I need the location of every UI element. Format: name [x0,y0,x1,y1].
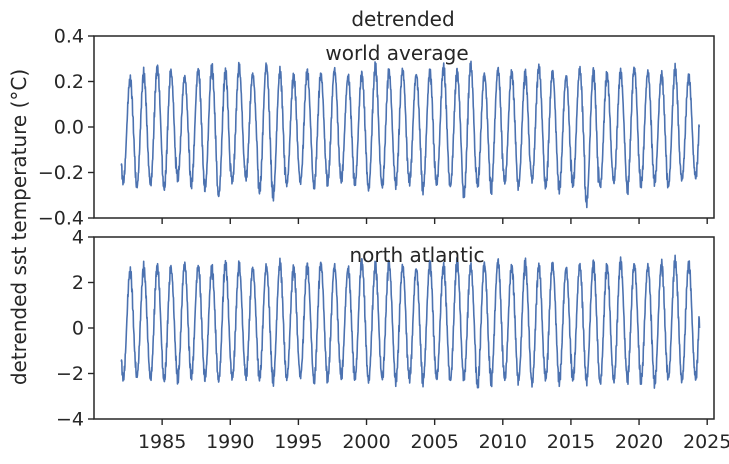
subplot-world-average: −0.4 −0.2 0.0 0.2 0.4 world average [38,26,715,230]
subplot-north-atlantic: −4 −2 0 2 4 1985 1990 1995 2000 2005 2010 2015 2020 2… [56,227,729,454]
world-average-ytick-label: −0.2 [38,162,84,184]
north-atlantic-xtick-label: 2005 [410,431,458,453]
north-atlantic-axes-frame [93,236,715,420]
north-atlantic-ytick-label: 0 [72,318,84,340]
world-average-series-line [120,60,701,209]
world-average-axes-frame [93,35,715,219]
world-average-ytick-label: 0.0 [54,117,84,139]
world-average-ytick-label: 0.4 [54,26,84,48]
world-average-line-group [120,60,701,209]
north-atlantic-ticks: −4 −2 0 2 4 1985 1990 1995 2000 2005 2010 2015 2020 2… [56,227,729,454]
figure-suptitle: detrended [351,7,454,31]
north-atlantic-xtick-label: 2010 [479,431,527,453]
north-atlantic-ytick-label: −2 [56,363,84,385]
north-atlantic-ytick-label: 2 [72,272,84,294]
north-atlantic-xtick-label: 2015 [547,431,595,453]
world-average-annotation: world average [325,41,468,65]
north-atlantic-annotation: north atlantic [350,243,485,267]
north-atlantic-ytick-label: −4 [56,409,84,431]
figure-ylabel: detrended sst temperature (°C) [7,69,31,385]
north-atlantic-xtick-label: 2000 [342,431,390,453]
north-atlantic-xtick-label: 1990 [206,431,254,453]
world-average-ytick-label: 0.2 [54,71,84,93]
north-atlantic-xtick-label: 1985 [138,431,186,453]
world-average-ytick-label: −0.4 [38,208,84,230]
north-atlantic-line-group [120,254,701,389]
north-atlantic-xtick-label: 2020 [615,431,663,453]
north-atlantic-xtick-label: 1995 [274,431,322,453]
north-atlantic-series-line [120,254,701,389]
north-atlantic-ytick-label: 4 [72,227,84,249]
world-average-ticks: −0.4 −0.2 0.0 0.2 0.4 [38,26,708,230]
north-atlantic-xtick-label: 2025 [683,431,729,453]
